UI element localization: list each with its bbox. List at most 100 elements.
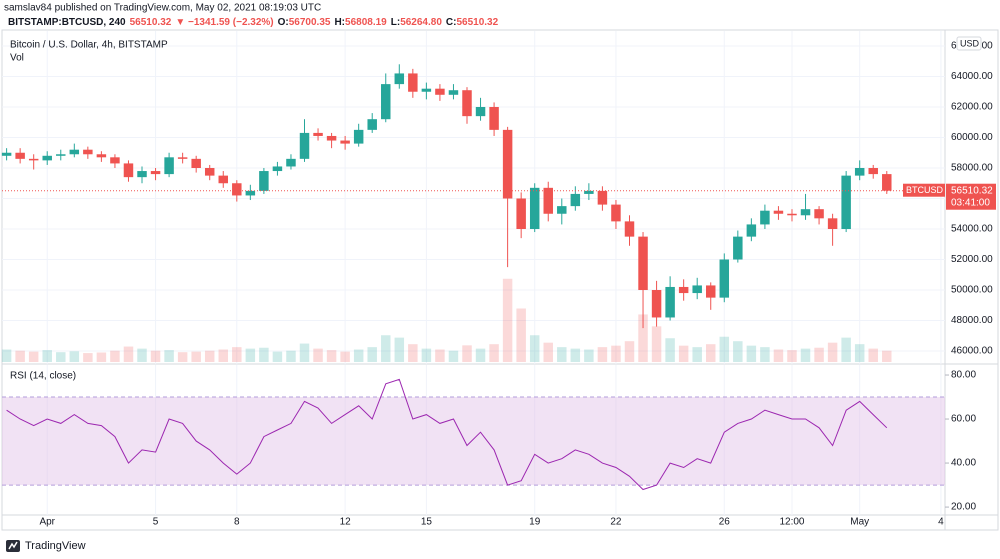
candle-body [313, 132, 323, 136]
ohlc-value: 56510.32 [456, 17, 498, 28]
volume-bar [353, 349, 364, 362]
symbol: BITSTAMP:BTCUSD, 240 [8, 17, 126, 28]
volume-bar [137, 348, 147, 362]
volume-bar [800, 348, 811, 362]
candle-body [204, 167, 215, 176]
candle-body [110, 157, 120, 164]
candle-body [597, 190, 608, 205]
candle-body [232, 183, 242, 196]
candle-body [611, 204, 621, 222]
volume-bar [435, 349, 445, 362]
x-tick-label: 5 [153, 517, 159, 528]
volume-bar [56, 352, 66, 362]
y-tick-label: 60000.00 [951, 132, 993, 143]
volume-bar [164, 350, 174, 362]
candle-body [746, 224, 757, 237]
candle-body [299, 132, 310, 159]
rsi-band [2, 397, 945, 486]
volume-bar [245, 348, 256, 362]
y-tick-label: 58000.00 [951, 163, 993, 174]
candle-body [381, 84, 391, 120]
candle-body [69, 149, 80, 155]
candle-body [543, 187, 553, 214]
y-tick-label: 80.00 [951, 370, 976, 381]
candle-body [1, 152, 12, 156]
volume-bar [286, 350, 296, 362]
volume-bar [678, 345, 689, 362]
candle-body [191, 158, 201, 168]
candle-body [28, 158, 39, 161]
rsi-line [6, 378, 888, 491]
candle-body [624, 221, 635, 237]
volume-bar [665, 338, 675, 362]
ohlc-value: 56264.80 [400, 17, 442, 28]
volume-bar [394, 337, 405, 362]
candle-body [557, 206, 567, 214]
volume-bar [543, 342, 553, 362]
volume-bar [692, 347, 702, 362]
candle-body [259, 171, 269, 191]
volume-bar [1, 349, 12, 362]
volume-bar [340, 351, 350, 362]
candle-body [435, 88, 445, 95]
volume-bar [204, 350, 215, 362]
price-tag [903, 183, 945, 197]
x-tick-label: 26 [719, 517, 731, 528]
price-tag-value [946, 183, 996, 210]
candle-body [706, 285, 716, 298]
volume-bar [96, 352, 107, 362]
volume-bar [814, 347, 824, 362]
volume-bar [408, 344, 418, 362]
volume-bar [69, 351, 80, 362]
currency-label: USD [960, 38, 980, 48]
volume-bar [841, 337, 851, 362]
ohlc-label: O: [278, 17, 289, 28]
candle-body [367, 119, 377, 130]
candle-body [245, 190, 256, 196]
footer-brand: TradingView [25, 540, 86, 552]
candle-body [448, 90, 459, 95]
volume-bar [367, 347, 377, 362]
candle-body [882, 174, 892, 191]
volume-bar [529, 335, 540, 362]
volume-bar [462, 345, 472, 362]
currency-box [956, 36, 982, 51]
candle-body [651, 290, 662, 318]
x-tick-label: 22 [610, 517, 622, 528]
candle-body [421, 88, 432, 92]
candle-body [760, 210, 770, 225]
volume-bar [177, 352, 188, 362]
volume-bar [746, 345, 757, 362]
candle-body [773, 210, 784, 214]
candle-body [123, 163, 134, 178]
volume-bar [421, 348, 432, 362]
candle-body [733, 236, 743, 260]
x-tick-label: 12:00 [779, 517, 804, 528]
y-tick-label: 46000.00 [951, 346, 993, 357]
x-tick-label: 12 [340, 517, 352, 528]
volume-bar [381, 335, 391, 362]
candle-body [394, 73, 405, 85]
volume-bar [299, 343, 310, 362]
candle-body [800, 209, 811, 216]
volume-bar [651, 326, 662, 362]
volume-bar [313, 348, 323, 362]
chart-title: Bitcoin / U.S. Dollar, 4h, BITSTAMP [10, 40, 168, 51]
price-tag-symbol: BTCUSD [906, 185, 944, 195]
volume-bar [191, 351, 201, 362]
candle-body [56, 154, 66, 156]
last-price: 56510.32 [130, 17, 172, 28]
x-tick-label: 4 [938, 517, 944, 528]
candle-body [475, 106, 486, 117]
candle-body [353, 129, 364, 144]
y-tick-label: 50000.00 [951, 285, 993, 296]
volume-bar [611, 345, 621, 362]
volume-bar [259, 347, 269, 362]
x-tick-label: 15 [421, 517, 433, 528]
ohlc-label: C: [446, 17, 457, 28]
candle-body [340, 140, 350, 144]
volume-bar [502, 278, 513, 362]
candle-body [827, 218, 838, 230]
candle-body [516, 198, 526, 230]
